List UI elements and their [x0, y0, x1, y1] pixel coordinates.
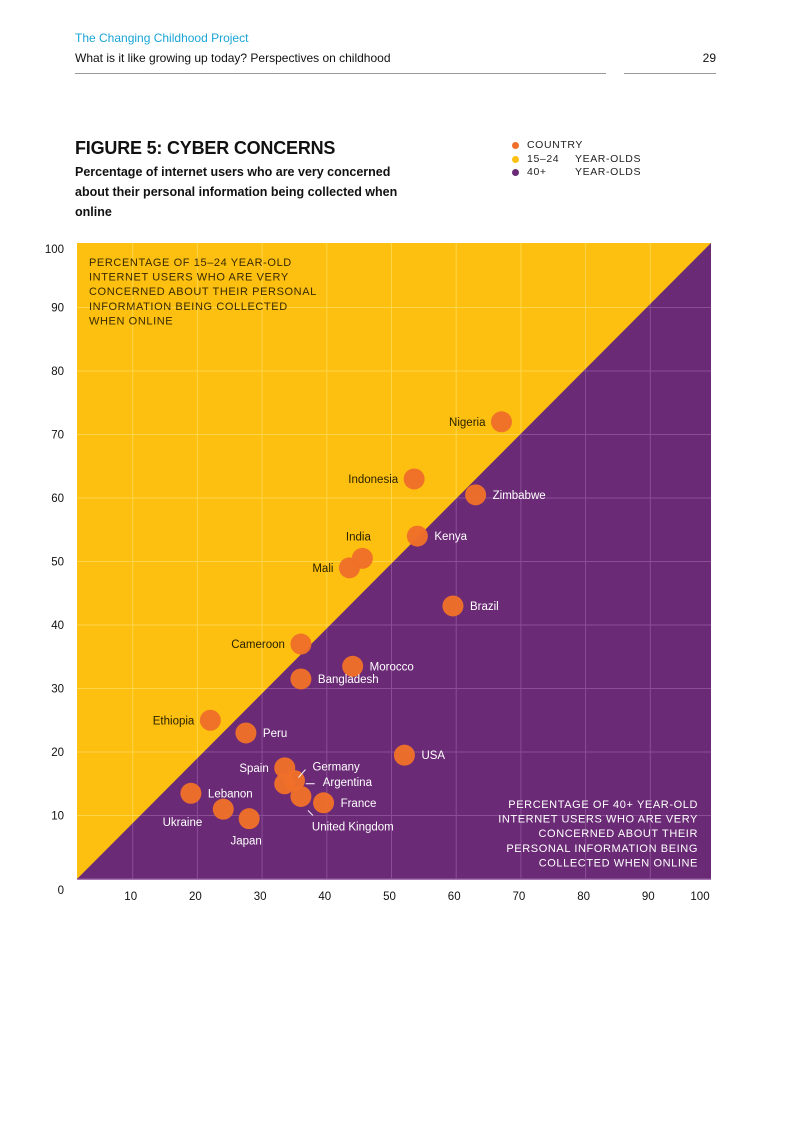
y-tick-label: 40 [51, 620, 64, 632]
data-point-kenya [406, 525, 428, 547]
project-name: The Changing Childhood Project [75, 31, 249, 45]
figure-title: FIGURE 5: CYBER CONCERNS [75, 138, 336, 158]
x-axis-description: PERCENTAGE OF 40+ YEAR-OLD [508, 799, 698, 811]
leader-line [298, 769, 306, 778]
legend-marker: 40+ [527, 166, 547, 178]
x-tick-label: 50 [383, 891, 396, 903]
data-point-japan [238, 808, 260, 830]
legend-item-country: COUNTRY [512, 139, 641, 153]
legend-label: YEAR-OLDS [575, 166, 642, 178]
point-label: Japan [230, 836, 261, 848]
point-label: Peru [263, 728, 287, 740]
point-label: Morocco [370, 661, 414, 673]
point-label: Cameroon [231, 639, 285, 651]
chart-legend: COUNTRY 15–24 YEAR-OLDS 40+ YEAR-OLDS [512, 139, 641, 180]
y-axis-description: INTERNET USERS WHO ARE VERY [89, 272, 289, 284]
document-subtitle: What is it like growing up today? Perspe… [75, 51, 391, 65]
figure-subtitle: Percentage of internet users who are ver… [75, 165, 398, 219]
point-label: Spain [239, 763, 268, 775]
data-point-bangladesh [290, 668, 312, 690]
point-label: Brazil [470, 601, 499, 613]
x-tick-label: 20 [189, 891, 202, 903]
data-point-brazil [442, 595, 464, 617]
point-label: Ukraine [163, 817, 203, 829]
y-tick-label: 70 [51, 430, 64, 442]
data-point-nigeria [490, 411, 512, 433]
data-point-peru [235, 722, 257, 744]
point-label: Nigeria [449, 417, 486, 429]
header-divider-page [624, 73, 716, 74]
x-axis-description: COLLECTED WHEN ONLINE [539, 857, 698, 869]
point-label: India [346, 531, 372, 543]
x-tick-label: 80 [577, 891, 590, 903]
legend-dot-country-icon [512, 142, 519, 150]
point-label: Kenya [434, 531, 467, 543]
x-tick-label: 70 [513, 891, 526, 903]
point-label: Ethiopia [153, 715, 195, 727]
point-label: Germany [312, 762, 360, 774]
data-point-ukraine [212, 798, 234, 820]
header-divider [75, 73, 606, 74]
point-label: Bangladesh [318, 674, 379, 686]
x-tick-label: 60 [448, 891, 461, 903]
legend-label: COUNTRY [527, 139, 583, 151]
y-tick-label: 80 [51, 366, 64, 378]
y-axis-description: WHEN ONLINE [89, 315, 173, 327]
leader-line [307, 810, 314, 816]
x-tick-label: 10 [124, 891, 137, 903]
x-axis-description: CONCERNED ABOUT THEIR [539, 828, 699, 840]
y-tick-label: 100 [45, 244, 64, 256]
legend-marker: 15–24 [527, 152, 560, 165]
data-point-cameroon [290, 633, 312, 655]
data-point-united-kingdom [290, 785, 312, 807]
point-label: USA [421, 750, 445, 762]
point-label: Indonesia [348, 474, 398, 486]
data-point-argentina [274, 773, 296, 795]
point-label: Argentina [323, 777, 373, 789]
data-point-mali [338, 557, 360, 579]
x-axis-description: PERSONAL INFORMATION BEING [506, 843, 698, 855]
page-number: 29 [702, 51, 716, 65]
y-axis-description: CONCERNED ABOUT THEIR PERSONAL [89, 286, 317, 298]
data-point-ethiopia [199, 709, 221, 731]
x-tick-label: 30 [254, 891, 267, 903]
y-tick-label: 10 [51, 811, 64, 823]
data-point-zimbabwe [465, 484, 487, 506]
y-tick-label: 20 [51, 747, 64, 759]
y-tick-label: 30 [51, 684, 64, 696]
y-axis-description: INFORMATION BEING COLLECTED [89, 301, 288, 313]
data-point-indonesia [403, 468, 425, 490]
data-point-lebanon [180, 782, 202, 804]
y-tick-label: 50 [51, 557, 64, 569]
x-tick-label: 100 [690, 891, 709, 903]
legend-dot-youth-icon [512, 155, 519, 163]
data-point-france [313, 792, 335, 814]
legend-label: YEAR-OLDS [575, 152, 642, 165]
y-tick-label: 0 [58, 885, 64, 897]
point-label: France [341, 798, 377, 810]
legend-dot-adult-icon [512, 169, 519, 177]
x-axis-description: INTERNET USERS WHO ARE VERY [498, 814, 698, 826]
data-point-usa [393, 744, 415, 766]
data-point-morocco [342, 655, 364, 677]
y-axis-description: PERCENTAGE OF 15–24 YEAR-OLD [89, 257, 292, 269]
legend-item-youth: 15–24 YEAR-OLDS [512, 153, 641, 167]
y-tick-label: 90 [51, 303, 64, 315]
point-label: Zimbabwe [493, 490, 546, 502]
point-label: Mali [312, 563, 333, 575]
point-label: United Kingdom [312, 821, 394, 833]
x-tick-label: 90 [642, 891, 655, 903]
point-label: Lebanon [208, 788, 253, 800]
y-tick-label: 60 [51, 493, 64, 505]
x-tick-label: 40 [318, 891, 331, 903]
legend-item-adult: 40+ YEAR-OLDS [512, 166, 641, 180]
